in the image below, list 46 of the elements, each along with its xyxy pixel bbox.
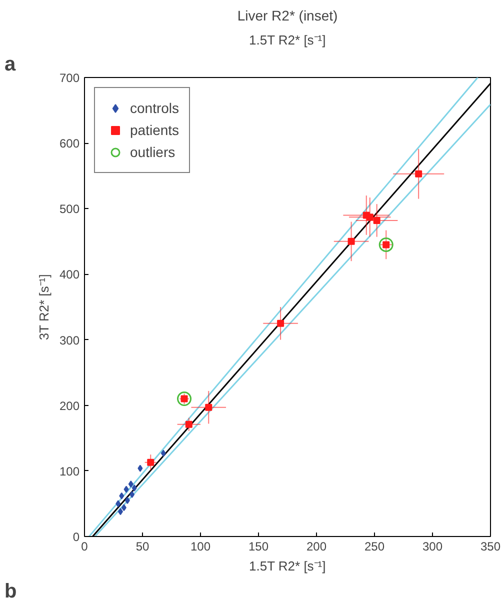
point bbox=[348, 238, 355, 245]
point bbox=[119, 492, 124, 500]
x-axis-title: 1.5T R2* [s⁻¹] bbox=[249, 558, 326, 574]
point bbox=[185, 420, 192, 428]
y-tick-label: 300 bbox=[59, 333, 80, 348]
x-tick-label: 150 bbox=[248, 540, 269, 554]
y-axis-title: 3T R2* [s⁻¹] bbox=[36, 274, 52, 340]
x-tick-label: 300 bbox=[422, 540, 443, 554]
y-tick-label: 100 bbox=[59, 464, 80, 478]
point bbox=[177, 392, 192, 406]
x-tick-label: 200 bbox=[306, 540, 327, 554]
point bbox=[205, 404, 212, 411]
point bbox=[415, 170, 422, 178]
x-tick-label: 100 bbox=[190, 540, 211, 554]
y-tick-label: 400 bbox=[59, 268, 80, 282]
y-tick-label: 0 bbox=[72, 530, 80, 544]
chart-title: Liver R2* (inset) bbox=[237, 8, 338, 24]
point bbox=[118, 508, 123, 516]
legend-label: outliers bbox=[130, 144, 176, 160]
y-tick-label: 500 bbox=[59, 202, 80, 216]
point bbox=[138, 464, 143, 472]
y-tick-label: 700 bbox=[59, 71, 80, 85]
point bbox=[373, 216, 380, 224]
x-tick-label: 0 bbox=[81, 540, 88, 554]
point bbox=[130, 491, 135, 498]
point bbox=[124, 486, 129, 493]
text: 1.5T R2* [s⁻¹] bbox=[249, 32, 326, 48]
legend-label: patients bbox=[130, 122, 180, 138]
point bbox=[128, 480, 134, 488]
x-tick-label: 250 bbox=[364, 540, 385, 554]
point bbox=[132, 484, 137, 492]
point bbox=[116, 500, 121, 508]
point bbox=[147, 458, 154, 466]
point bbox=[366, 214, 374, 221]
point bbox=[378, 237, 394, 252]
legend-label: controls bbox=[130, 100, 180, 116]
point bbox=[124, 496, 130, 504]
text: b bbox=[4, 580, 17, 602]
text: a bbox=[4, 54, 16, 76]
point bbox=[277, 320, 284, 327]
x-tick-label: 50 bbox=[136, 540, 150, 554]
point bbox=[121, 504, 126, 512]
point bbox=[160, 450, 166, 457]
x-tick-label: 350 bbox=[480, 540, 501, 554]
y-tick-label: 200 bbox=[59, 398, 80, 413]
y-tick-label: 600 bbox=[59, 136, 80, 151]
